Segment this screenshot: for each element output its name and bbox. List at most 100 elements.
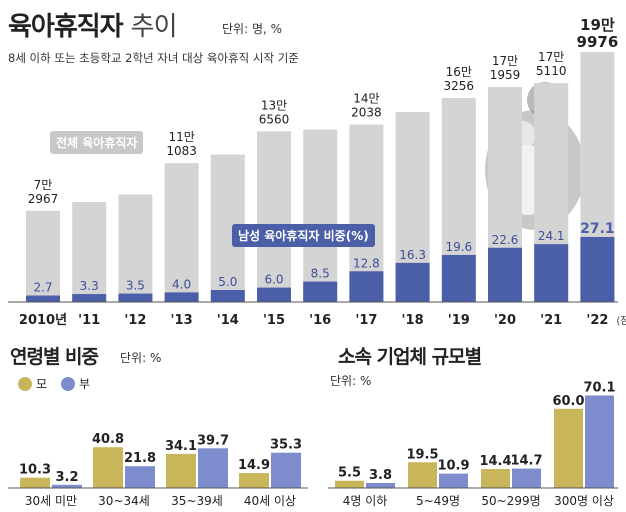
mother-bar: [481, 468, 510, 488]
father-bar: [585, 395, 614, 488]
total-label-bottom: 2967: [28, 192, 59, 206]
category-label: 5~49명: [416, 494, 460, 508]
mother-value-label: 5.5: [338, 466, 361, 481]
father-bar: [198, 448, 228, 488]
father-value-label: 3.2: [55, 470, 78, 485]
male-share-label: 16.3: [399, 248, 426, 262]
main-unit: 단위: 명, %: [222, 22, 283, 36]
x-tick-label: '17: [355, 313, 377, 328]
male-share-label: 19.6: [445, 240, 472, 254]
total-bar: [26, 210, 60, 302]
male-share-label: 5.0: [218, 275, 237, 289]
total-label-top: 17만: [492, 54, 518, 68]
male-share-bar: [72, 294, 107, 302]
male-share-bar: [441, 254, 476, 302]
size-section-title: 소속 기업체 규모별: [338, 346, 482, 368]
mother-bar: [239, 473, 269, 488]
father-legend-swatch: [61, 376, 76, 391]
male-share-label: 22.6: [492, 233, 519, 247]
father-value-label: 39.7: [197, 433, 229, 448]
male-share-bar: [257, 287, 291, 302]
category-label: 40세 이상: [244, 494, 296, 508]
total-label-bottom: 3256: [444, 79, 475, 93]
male-share-label: 24.1: [538, 229, 565, 243]
male-share-label: 3.3: [80, 279, 99, 293]
male-share-callout: 남성 육아휴직자 비중(%): [232, 224, 375, 247]
total-label-bottom: 9976: [577, 33, 619, 51]
male-share-label: 3.5: [126, 279, 145, 293]
category-label: 300명 이상: [554, 494, 614, 508]
mother-legend-label: 모: [36, 377, 48, 391]
page-title: 육아휴직자 추이: [8, 6, 178, 43]
total-label-bottom: 5110: [536, 64, 567, 78]
total-label-bottom: 1959: [490, 68, 521, 82]
category-label: 30~34세: [98, 494, 150, 508]
father-legend-label: 부: [79, 377, 91, 391]
subtitle: 8세 이하 또는 초등학교 2학년 자녀 대상 육아휴직 시작 기준: [8, 51, 299, 65]
male-share-label: 6.0: [264, 273, 283, 287]
category-label: 30세 미만: [25, 494, 77, 508]
mother-bar: [554, 408, 583, 488]
mother-bar: [166, 453, 196, 488]
male-share-label: 2.7: [33, 281, 52, 295]
x-tick-label: '13: [171, 313, 193, 328]
total-bar: [257, 131, 291, 302]
total-bar: [303, 129, 338, 302]
provisional-note: (잠정): [616, 315, 626, 327]
male-share-bar: [118, 293, 153, 302]
total-bar: [118, 194, 153, 302]
male-share-bar: [395, 262, 430, 302]
male-share-label: 4.0: [172, 277, 191, 291]
category-label: 35~39세: [171, 494, 223, 508]
male-share-bar: [303, 281, 338, 302]
age-unit: 단위: %: [120, 351, 162, 365]
father-value-label: 35.3: [270, 438, 302, 453]
male-share-bar: [580, 236, 615, 302]
mother-value-label: 34.1: [165, 439, 197, 454]
father-bar: [366, 482, 395, 488]
total-label-top: 16만: [446, 65, 472, 79]
male-share-label: 12.8: [353, 256, 380, 270]
total-label-top: 17만: [538, 50, 564, 64]
x-tick-label: '12: [124, 313, 146, 328]
mother-bar: [408, 462, 437, 488]
x-tick-label: '19: [448, 313, 470, 328]
male-share-bar: [534, 244, 569, 302]
male-share-bar: [164, 292, 199, 302]
mother-bar: [335, 480, 364, 488]
father-value-label: 14.7: [510, 454, 542, 469]
total-label-bottom: 2038: [351, 105, 382, 119]
male-share-label: 27.1: [580, 221, 615, 237]
x-tick-label: 2010년: [19, 313, 67, 328]
mother-value-label: 19.5: [406, 447, 438, 462]
father-value-label: 10.9: [437, 459, 469, 474]
total-label-top: 14만: [353, 91, 379, 105]
male-share-bar: [349, 271, 384, 302]
male-share-bar: [488, 247, 522, 302]
x-tick-label: '15: [263, 313, 285, 328]
x-tick-label: '16: [309, 313, 331, 328]
total-bar: [164, 163, 199, 302]
mother-value-label: 40.8: [92, 432, 124, 447]
mother-bar: [20, 477, 50, 488]
x-tick-label: '21: [540, 313, 562, 328]
age-section-title: 연령별 비중: [10, 346, 99, 368]
total-label-top: 19만: [580, 16, 615, 34]
male-share-bar: [26, 295, 60, 302]
total-label-top: 7만: [34, 178, 53, 192]
category-label: 4명 이하: [343, 494, 388, 508]
x-tick-label: '22: [586, 313, 608, 328]
title-main: 육아휴직자: [8, 12, 124, 42]
father-value-label: 70.1: [583, 380, 615, 395]
mother-value-label: 60.0: [552, 394, 584, 409]
x-tick-label: '20: [494, 313, 516, 328]
father-bar: [271, 452, 301, 488]
total-callout: 전체 육아휴직자: [50, 131, 144, 154]
father-value-label: 21.8: [124, 451, 156, 466]
mother-value-label: 14.9: [238, 458, 270, 473]
father-bar: [439, 473, 468, 488]
father-bar: [52, 484, 82, 488]
x-tick-label: '18: [402, 313, 424, 328]
mother-bar: [93, 447, 123, 488]
